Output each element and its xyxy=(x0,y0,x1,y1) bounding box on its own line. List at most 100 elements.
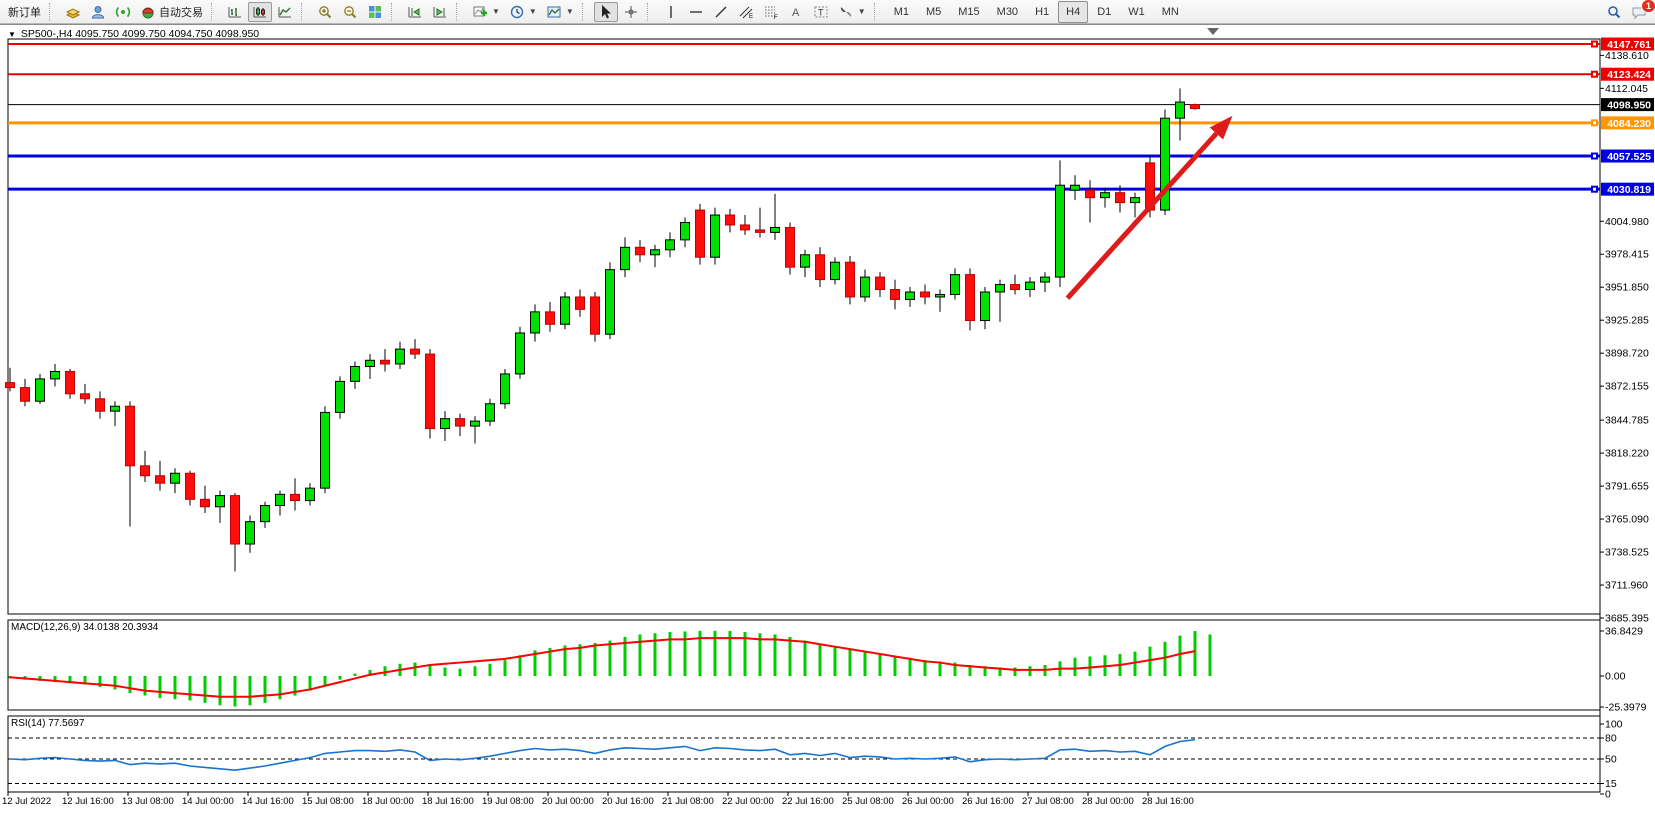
candle xyxy=(500,373,510,405)
timeframe-m30-button[interactable]: M30 xyxy=(996,5,1019,18)
chart-shift-marker[interactable] xyxy=(1207,28,1219,35)
toolbar-separator[interactable] xyxy=(49,2,56,21)
vertical-line-button[interactable] xyxy=(659,2,683,22)
candle xyxy=(605,269,615,335)
indicators-button[interactable]: ▼ xyxy=(468,2,504,22)
timeframe-m15-button[interactable]: M15 xyxy=(958,5,980,18)
chevron-down-icon: ▼ xyxy=(528,7,537,16)
timeframe-h4-button[interactable]: H4 xyxy=(1058,0,1089,23)
chart-shift-icon xyxy=(433,6,446,17)
zoom-in-button[interactable] xyxy=(313,2,337,22)
search-button[interactable] xyxy=(1602,2,1626,22)
toolbar-separator[interactable] xyxy=(211,2,218,21)
time-axis: 12 Jul 2022 12 Jul 16:00 13 Jul 08:00 14 Ju… xyxy=(2,792,1194,807)
toolbar-separator[interactable] xyxy=(873,2,881,21)
bar-chart-icon xyxy=(228,6,241,17)
fibonacci-button[interactable]: F xyxy=(759,2,783,22)
svg-text:3791.655: 3791.655 xyxy=(1605,481,1649,493)
timeframe-h1-button[interactable]: H1 xyxy=(1035,5,1050,18)
line-chart-button[interactable] xyxy=(273,2,297,22)
svg-text:0.00: 0.00 xyxy=(1605,671,1626,683)
price-axis-labels: 4138.610 4112.045 4004.980 3978.415 3951.850… xyxy=(1600,50,1649,625)
templates-button[interactable]: ▼ xyxy=(542,2,578,22)
text-button[interactable]: A xyxy=(784,2,808,22)
signal-icon-button[interactable] xyxy=(111,2,135,22)
candle xyxy=(245,521,255,545)
timeframe-toolbar: M1 M5 M15 M30 H1 H4 D1 W1 MN xyxy=(886,0,1187,23)
chart-title-bar: ▼ SP500-,H4 4095.750 4099.750 4094.750 4… xyxy=(8,28,259,40)
auto-scroll-button[interactable] xyxy=(403,2,427,22)
profile-icon-button[interactable] xyxy=(86,2,110,22)
toolbar-separator[interactable] xyxy=(646,2,654,21)
candle xyxy=(620,246,630,271)
periods-button[interactable]: ▼ xyxy=(505,2,541,22)
candle xyxy=(965,274,975,322)
collapse-icon[interactable]: ▼ xyxy=(8,29,16,39)
tile-windows-icon xyxy=(369,5,381,18)
candle xyxy=(650,249,660,256)
time-label: 12 Jul 16:00 xyxy=(62,796,114,807)
history-center-icon[interactable] xyxy=(61,2,85,22)
arrows-button[interactable]: ▼ xyxy=(834,2,870,22)
candle xyxy=(275,493,285,507)
svg-text:100: 100 xyxy=(1605,719,1623,731)
candle xyxy=(530,311,540,334)
toolbar-separator[interactable] xyxy=(581,2,589,21)
zoom-out-button[interactable] xyxy=(338,2,362,22)
candle xyxy=(1100,192,1110,199)
candle xyxy=(665,239,675,251)
text-label-button[interactable]: T xyxy=(809,2,833,22)
candle xyxy=(1085,189,1095,199)
price-tag xyxy=(1601,182,1654,196)
toolbar-separator[interactable] xyxy=(301,2,308,21)
text-label-icon: T xyxy=(814,6,828,17)
timeframe-m5-button[interactable]: M5 xyxy=(925,5,942,18)
timeframe-d1-button[interactable]: D1 xyxy=(1097,5,1112,18)
macd-indicator-label: MACD(12,26,9) 34.0138 20.3934 xyxy=(11,622,159,633)
price-tag xyxy=(1601,116,1654,130)
candle xyxy=(950,274,960,295)
cursor-button[interactable] xyxy=(593,1,618,22)
candle xyxy=(725,214,735,226)
candle xyxy=(830,261,840,281)
svg-text:3818.220: 3818.220 xyxy=(1605,448,1649,460)
fibonacci-icon: F xyxy=(764,6,778,20)
svg-text:80: 80 xyxy=(1605,733,1617,745)
candle xyxy=(590,296,600,335)
equidistant-channel-button[interactable]: E xyxy=(734,2,758,22)
candle xyxy=(920,291,930,298)
trendline-icon xyxy=(715,6,727,17)
timeframe-mn-button[interactable]: MN xyxy=(1161,5,1179,18)
price-scale[interactable] xyxy=(1600,39,1655,792)
zoom-in-icon xyxy=(319,5,332,18)
chat-button[interactable]: 1 xyxy=(1627,0,1655,22)
bar-chart-button[interactable] xyxy=(223,2,247,22)
trend-arrow-annotation[interactable] xyxy=(1065,115,1233,300)
time-label: 22 Jul 00:00 xyxy=(722,796,774,807)
svg-text:0: 0 xyxy=(1605,789,1611,801)
trendline-button[interactable] xyxy=(709,2,733,22)
new-order-button[interactable]: 新订单 xyxy=(8,6,41,19)
candle xyxy=(170,472,180,484)
crosshair-button[interactable] xyxy=(619,2,643,22)
svg-text:3951.850: 3951.850 xyxy=(1605,282,1649,294)
tile-windows-button[interactable] xyxy=(363,2,387,22)
time-label: 26 Jul 16:00 xyxy=(962,796,1014,807)
auto-trading-button[interactable]: 自动交易 xyxy=(136,2,207,22)
horizontal-line-button[interactable] xyxy=(684,2,708,22)
candle xyxy=(1040,276,1050,283)
chart-shift-button[interactable] xyxy=(428,2,452,22)
timeframe-w1-button[interactable]: W1 xyxy=(1128,5,1145,18)
candle xyxy=(125,405,135,467)
toolbar-separator[interactable] xyxy=(391,2,398,21)
toolbar-separator[interactable] xyxy=(456,2,463,21)
candlestick-chart-button[interactable] xyxy=(248,1,272,22)
timeframe-m1-button[interactable]: M1 xyxy=(893,5,909,18)
svg-text:4123.424: 4123.424 xyxy=(1607,69,1651,81)
time-scale[interactable] xyxy=(8,793,1600,815)
time-label: 19 Jul 08:00 xyxy=(482,796,534,807)
candle xyxy=(1025,281,1035,291)
time-label: 20 Jul 16:00 xyxy=(602,796,654,807)
svg-text:4147.761: 4147.761 xyxy=(1607,39,1651,51)
candle xyxy=(155,475,165,484)
